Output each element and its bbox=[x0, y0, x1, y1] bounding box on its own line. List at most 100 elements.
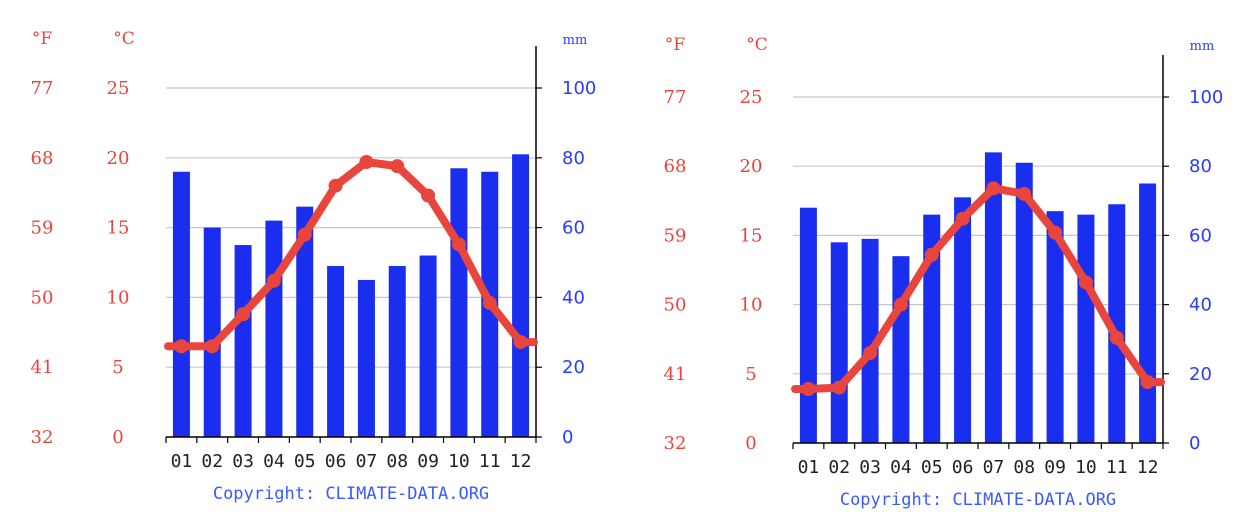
temperature-point bbox=[390, 159, 405, 174]
precip-tick-label: 0 bbox=[562, 427, 573, 448]
precip-bar bbox=[172, 171, 190, 437]
precip-bar bbox=[1015, 162, 1033, 444]
fahrenheit-tick-label: 77 bbox=[31, 78, 54, 99]
climate-chart-left: °F °C mm 77 25 100 68 20 80 59 15 60 50 10 40 41 5 20 32 0 0… bbox=[0, 0, 620, 512]
celsius-tick-label: 20 bbox=[740, 156, 763, 177]
temperature-point bbox=[174, 339, 189, 354]
precip-bar bbox=[1139, 183, 1157, 443]
month-label: 06 bbox=[952, 457, 974, 478]
precip-tick-label: 100 bbox=[562, 78, 596, 99]
month-label: 03 bbox=[232, 451, 254, 472]
celsius-tick-label: 10 bbox=[107, 287, 130, 308]
precip-tick-label: 60 bbox=[562, 218, 585, 239]
precip-bar bbox=[1108, 204, 1126, 443]
month-label: 05 bbox=[921, 457, 943, 478]
celsius-tick-label: 0 bbox=[112, 427, 123, 448]
celsius-unit-label: °C bbox=[113, 29, 135, 49]
precip-bar bbox=[327, 265, 345, 437]
copyright-text: Copyright: CLIMATE-DATA.ORG bbox=[840, 490, 1116, 510]
month-label: 03 bbox=[859, 457, 881, 478]
temperature-point bbox=[1109, 330, 1124, 345]
temperature-point bbox=[1078, 275, 1093, 290]
temperature-point bbox=[893, 297, 908, 312]
month-label: 05 bbox=[294, 451, 316, 472]
temperature-point bbox=[986, 181, 1001, 196]
temperature-point bbox=[421, 188, 436, 203]
fahrenheit-tick-label: 50 bbox=[664, 295, 687, 316]
precip-tick-label: 40 bbox=[1189, 295, 1212, 316]
celsius-tick-label: 10 bbox=[740, 295, 763, 316]
temperature-point bbox=[359, 154, 374, 169]
temperature-point bbox=[832, 380, 847, 395]
temperature-point bbox=[801, 382, 816, 397]
precip-bar bbox=[450, 168, 468, 437]
celsius-tick-label: 25 bbox=[107, 78, 130, 99]
month-label: 11 bbox=[479, 451, 501, 472]
month-label: 01 bbox=[798, 457, 820, 478]
precip-bar bbox=[419, 255, 437, 437]
precip-bar bbox=[984, 152, 1002, 444]
precip-tick-label: 100 bbox=[1189, 87, 1223, 108]
precip-tick-label: 80 bbox=[562, 148, 585, 169]
month-label: 07 bbox=[356, 451, 378, 472]
temperature-point bbox=[266, 273, 281, 288]
precip-bar bbox=[265, 220, 283, 437]
precip-tick-label: 40 bbox=[562, 287, 585, 308]
precip-tick-label: 0 bbox=[1189, 433, 1200, 454]
precip-bar bbox=[923, 214, 941, 443]
month-label: 08 bbox=[1013, 457, 1035, 478]
celsius-tick-label: 5 bbox=[745, 364, 756, 385]
month-label: 06 bbox=[325, 451, 347, 472]
celsius-tick-label: 15 bbox=[107, 218, 130, 239]
celsius-tick-label: 0 bbox=[745, 433, 756, 454]
month-label: 10 bbox=[448, 451, 470, 472]
temperature-point bbox=[328, 178, 343, 193]
temperature-point bbox=[236, 307, 251, 322]
precip-tick-label: 20 bbox=[562, 357, 585, 378]
month-label: 10 bbox=[1075, 457, 1097, 478]
month-label: 11 bbox=[1106, 457, 1128, 478]
month-label: 04 bbox=[890, 457, 912, 478]
fahrenheit-tick-label: 68 bbox=[664, 156, 687, 177]
fahrenheit-tick-label: 41 bbox=[31, 357, 54, 378]
temperature-line bbox=[791, 184, 1165, 394]
celsius-tick-label: 25 bbox=[740, 87, 763, 108]
precip-bar bbox=[1077, 214, 1095, 443]
precip-unit-label: mm bbox=[1190, 39, 1215, 54]
precip-bar bbox=[830, 242, 848, 443]
month-label: 02 bbox=[828, 457, 850, 478]
celsius-tick-label: 20 bbox=[107, 148, 130, 169]
fahrenheit-unit-label: °F bbox=[665, 35, 686, 55]
celsius-unit-label: °C bbox=[746, 35, 768, 55]
temperature-point bbox=[513, 335, 528, 350]
fahrenheit-tick-label: 59 bbox=[664, 225, 687, 246]
fahrenheit-tick-label: 32 bbox=[664, 433, 687, 454]
temperature-point bbox=[451, 237, 466, 252]
month-label: 12 bbox=[1137, 457, 1159, 478]
celsius-tick-label: 15 bbox=[740, 225, 763, 246]
temperature-point bbox=[924, 247, 939, 262]
precip-bar bbox=[799, 207, 817, 443]
temperature-point bbox=[205, 339, 220, 354]
fahrenheit-unit-label: °F bbox=[32, 29, 53, 49]
precip-bar bbox=[234, 245, 252, 437]
month-label: 04 bbox=[263, 451, 285, 472]
fahrenheit-tick-label: 77 bbox=[664, 87, 687, 108]
month-label: 09 bbox=[417, 451, 439, 472]
precip-tick-label: 60 bbox=[1189, 225, 1212, 246]
fahrenheit-tick-label: 41 bbox=[664, 364, 687, 385]
month-label: 08 bbox=[386, 451, 408, 472]
temperature-point bbox=[482, 295, 497, 310]
precip-bar bbox=[388, 265, 406, 437]
copyright-text: Copyright: CLIMATE-DATA.ORG bbox=[213, 484, 489, 504]
precip-bar bbox=[512, 154, 530, 437]
temperature-line bbox=[164, 157, 538, 351]
precip-bar bbox=[357, 279, 375, 437]
fahrenheit-tick-label: 32 bbox=[31, 427, 54, 448]
month-label: 01 bbox=[171, 451, 193, 472]
month-label: 09 bbox=[1044, 457, 1066, 478]
temperature-point bbox=[1140, 375, 1155, 390]
month-label: 02 bbox=[201, 451, 223, 472]
